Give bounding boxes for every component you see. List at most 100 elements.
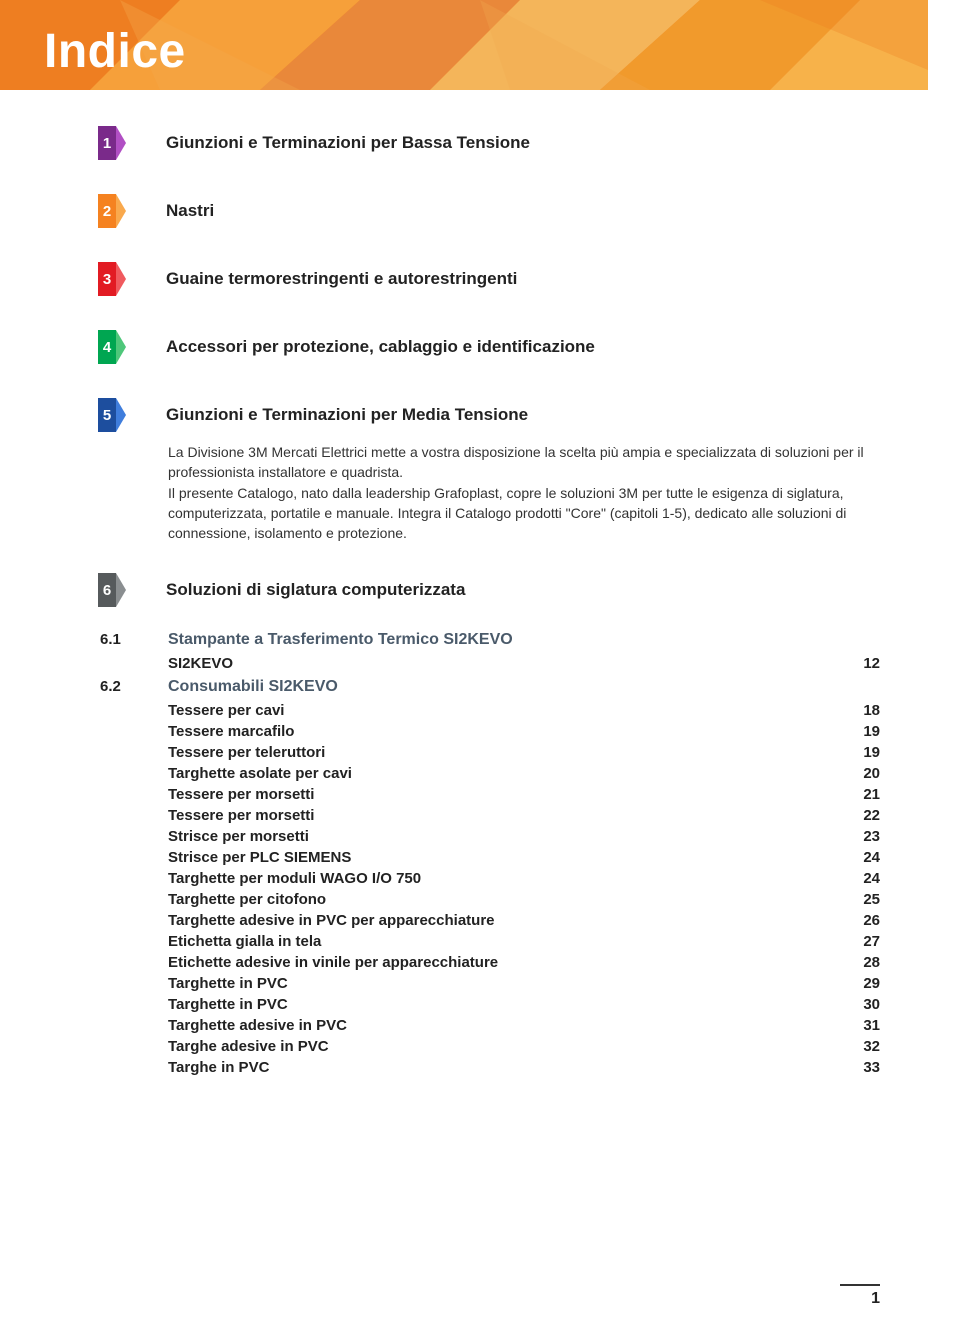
subsection-items-6-2: Tessere per cavi18Tessere marcafilo19Tes… xyxy=(100,700,880,1078)
toc-entry: Targhette adesive in PVC31 xyxy=(168,1015,880,1036)
chevron-right-icon xyxy=(116,126,126,160)
chapter-row-6: 6 Soluzioni di siglatura computerizzata xyxy=(100,573,880,607)
header-band: Indice xyxy=(0,0,928,90)
chapter-number: 5 xyxy=(98,398,116,432)
toc-entry-name: Targhette per citofono xyxy=(168,891,326,908)
toc-entry-page: 23 xyxy=(863,828,880,845)
toc-entry-page: 20 xyxy=(863,765,880,782)
intro-paragraph: La Divisione 3M Mercati Elettrici mette … xyxy=(168,442,880,543)
page-number: 1 xyxy=(840,1290,880,1308)
toc-entry: Targhette per citofono 25 xyxy=(168,889,880,910)
subsection-items-6-1: SI2KEVO12 xyxy=(100,653,880,674)
chevron-right-icon xyxy=(116,262,126,296)
toc-entry: Strisce per morsetti 23 xyxy=(168,826,880,847)
chapter-title: Giunzioni e Terminazioni per Media Tensi… xyxy=(166,405,528,425)
toc-entry-page: 32 xyxy=(863,1038,880,1055)
toc-entry-page: 30 xyxy=(863,996,880,1013)
content-area: 1 Giunzioni e Terminazioni per Bassa Ten… xyxy=(0,90,960,1118)
footer-rule xyxy=(840,1284,880,1286)
toc-entry: Tessere marcafilo 19 xyxy=(168,721,880,742)
subsection-title: Stampante a Trasferimento Termico SI2KEV… xyxy=(168,631,880,649)
toc-entry-name: Targhette in PVC xyxy=(168,996,288,1013)
toc-entry: Targhette asolate per cavi 20 xyxy=(168,763,880,784)
toc-entry-name: Targhette adesive in PVC xyxy=(168,1017,347,1034)
toc-entry: Targhette in PVC 29 xyxy=(168,973,880,994)
toc-entry-page: 24 xyxy=(863,849,880,866)
page-title: Indice xyxy=(44,24,186,79)
toc-entry-page: 19 xyxy=(863,744,880,761)
toc-entry-page: 24 xyxy=(863,870,880,887)
toc-entry-name: Tessere marcafilo xyxy=(168,723,294,740)
chapter-number: 4 xyxy=(98,330,116,364)
toc-entry-page: 12 xyxy=(863,655,880,672)
chapter-bullet-5: 5 xyxy=(98,398,126,432)
chapter-bullet-2: 2 xyxy=(98,194,126,228)
toc-entry: Tessere per morsetti 22 xyxy=(168,805,880,826)
toc-entry-name: Tessere per morsetti xyxy=(168,807,314,824)
chapter-title: Nastri xyxy=(166,201,214,221)
toc-entry-name: Etichette adesive in vinile per apparecc… xyxy=(168,954,498,971)
page: Indice 1 Giunzioni e Terminazioni per Ba… xyxy=(0,0,960,1332)
toc-entry: Etichetta gialla in tela 27 xyxy=(168,931,880,952)
chapter-title: Giunzioni e Terminazioni per Bassa Tensi… xyxy=(166,133,530,153)
toc-entry: Tessere per morsetti 21 xyxy=(168,784,880,805)
toc-entry-page: 27 xyxy=(863,933,880,950)
toc-entry-name: Tessere per teleruttori xyxy=(168,744,325,761)
chapter-number: 1 xyxy=(98,126,116,160)
chapter-row-3: 3 Guaine termorestringenti e autorestrin… xyxy=(100,262,880,296)
toc-entry-page: 29 xyxy=(863,975,880,992)
chapter-bullet-6: 6 xyxy=(98,573,126,607)
chapter-number: 6 xyxy=(98,573,116,607)
chapter-number: 2 xyxy=(98,194,116,228)
toc-entry-name: Tessere per cavi xyxy=(168,702,284,719)
chapter-title: Accessori per protezione, cablaggio e id… xyxy=(166,337,595,357)
toc-entry-name: Targhe in PVC xyxy=(168,1059,269,1076)
toc-entry-page: 21 xyxy=(863,786,880,803)
chevron-right-icon xyxy=(116,398,126,432)
page-footer: 1 xyxy=(840,1284,880,1308)
toc-entry: Targhette adesive in PVC per apparecchia… xyxy=(168,910,880,931)
toc-entry-name: Targhe adesive in PVC xyxy=(168,1038,329,1055)
toc-entry: Etichette adesive in vinile per apparecc… xyxy=(168,952,880,973)
chapter-bullet-3: 3 xyxy=(98,262,126,296)
chapter-row-4: 4 Accessori per protezione, cablaggio e … xyxy=(100,330,880,364)
chapter-title: Guaine termorestringenti e autorestringe… xyxy=(166,269,517,289)
toc-entry-name: Tessere per morsetti xyxy=(168,786,314,803)
chapter-bullet-1: 1 xyxy=(98,126,126,160)
toc-entry-page: 26 xyxy=(863,912,880,929)
toc-entry-page: 18 xyxy=(863,702,880,719)
chevron-right-icon xyxy=(116,573,126,607)
subsection-title: Consumabili SI2KEVO xyxy=(168,678,880,696)
toc-entry-page: 22 xyxy=(863,807,880,824)
toc-entry: SI2KEVO12 xyxy=(168,653,880,674)
toc-entry-page: 33 xyxy=(863,1059,880,1076)
toc-entry: Tessere per teleruttori 19 xyxy=(168,742,880,763)
toc-entry: Tessere per cavi 18 xyxy=(168,700,880,721)
toc-entry-name: Strisce per morsetti xyxy=(168,828,309,845)
toc-entry-page: 28 xyxy=(863,954,880,971)
toc-entry-name: Targhette in PVC xyxy=(168,975,288,992)
toc-entry-name: Targhette per moduli WAGO I/O 750 xyxy=(168,870,421,887)
toc-entry: Targhette in PVC 30 xyxy=(168,994,880,1015)
subsection-row-6-2: 6.2 Consumabili SI2KEVO xyxy=(100,678,880,696)
chapter-row-2: 2 Nastri xyxy=(100,194,880,228)
subsection-row-6-1: 6.1 Stampante a Trasferimento Termico SI… xyxy=(100,631,880,649)
toc-entry: Targhe in PVC 33 xyxy=(168,1057,880,1078)
chapter-row-1: 1 Giunzioni e Terminazioni per Bassa Ten… xyxy=(100,126,880,160)
toc-entry-name: Targhette asolate per cavi xyxy=(168,765,352,782)
chapter-title: Soluzioni di siglatura computerizzata xyxy=(166,580,465,600)
subsection-number: 6.2 xyxy=(100,678,140,695)
toc-entry-name: Targhette adesive in PVC per apparecchia… xyxy=(168,912,495,929)
toc-entry-name: Strisce per PLC SIEMENS xyxy=(168,849,351,866)
subsection-number: 6.1 xyxy=(100,631,140,648)
chapter-row-5: 5 Giunzioni e Terminazioni per Media Ten… xyxy=(100,398,880,432)
toc-entry: Strisce per PLC SIEMENS 24 xyxy=(168,847,880,868)
toc-entry-page: 19 xyxy=(863,723,880,740)
toc-entry-name: Etichetta gialla in tela xyxy=(168,933,321,950)
toc-entry: Targhe adesive in PVC 32 xyxy=(168,1036,880,1057)
toc-entry-page: 25 xyxy=(863,891,880,908)
chapter-bullet-4: 4 xyxy=(98,330,126,364)
toc-entry: Targhette per moduli WAGO I/O 750 24 xyxy=(168,868,880,889)
chapter-number: 3 xyxy=(98,262,116,296)
chevron-right-icon xyxy=(116,330,126,364)
